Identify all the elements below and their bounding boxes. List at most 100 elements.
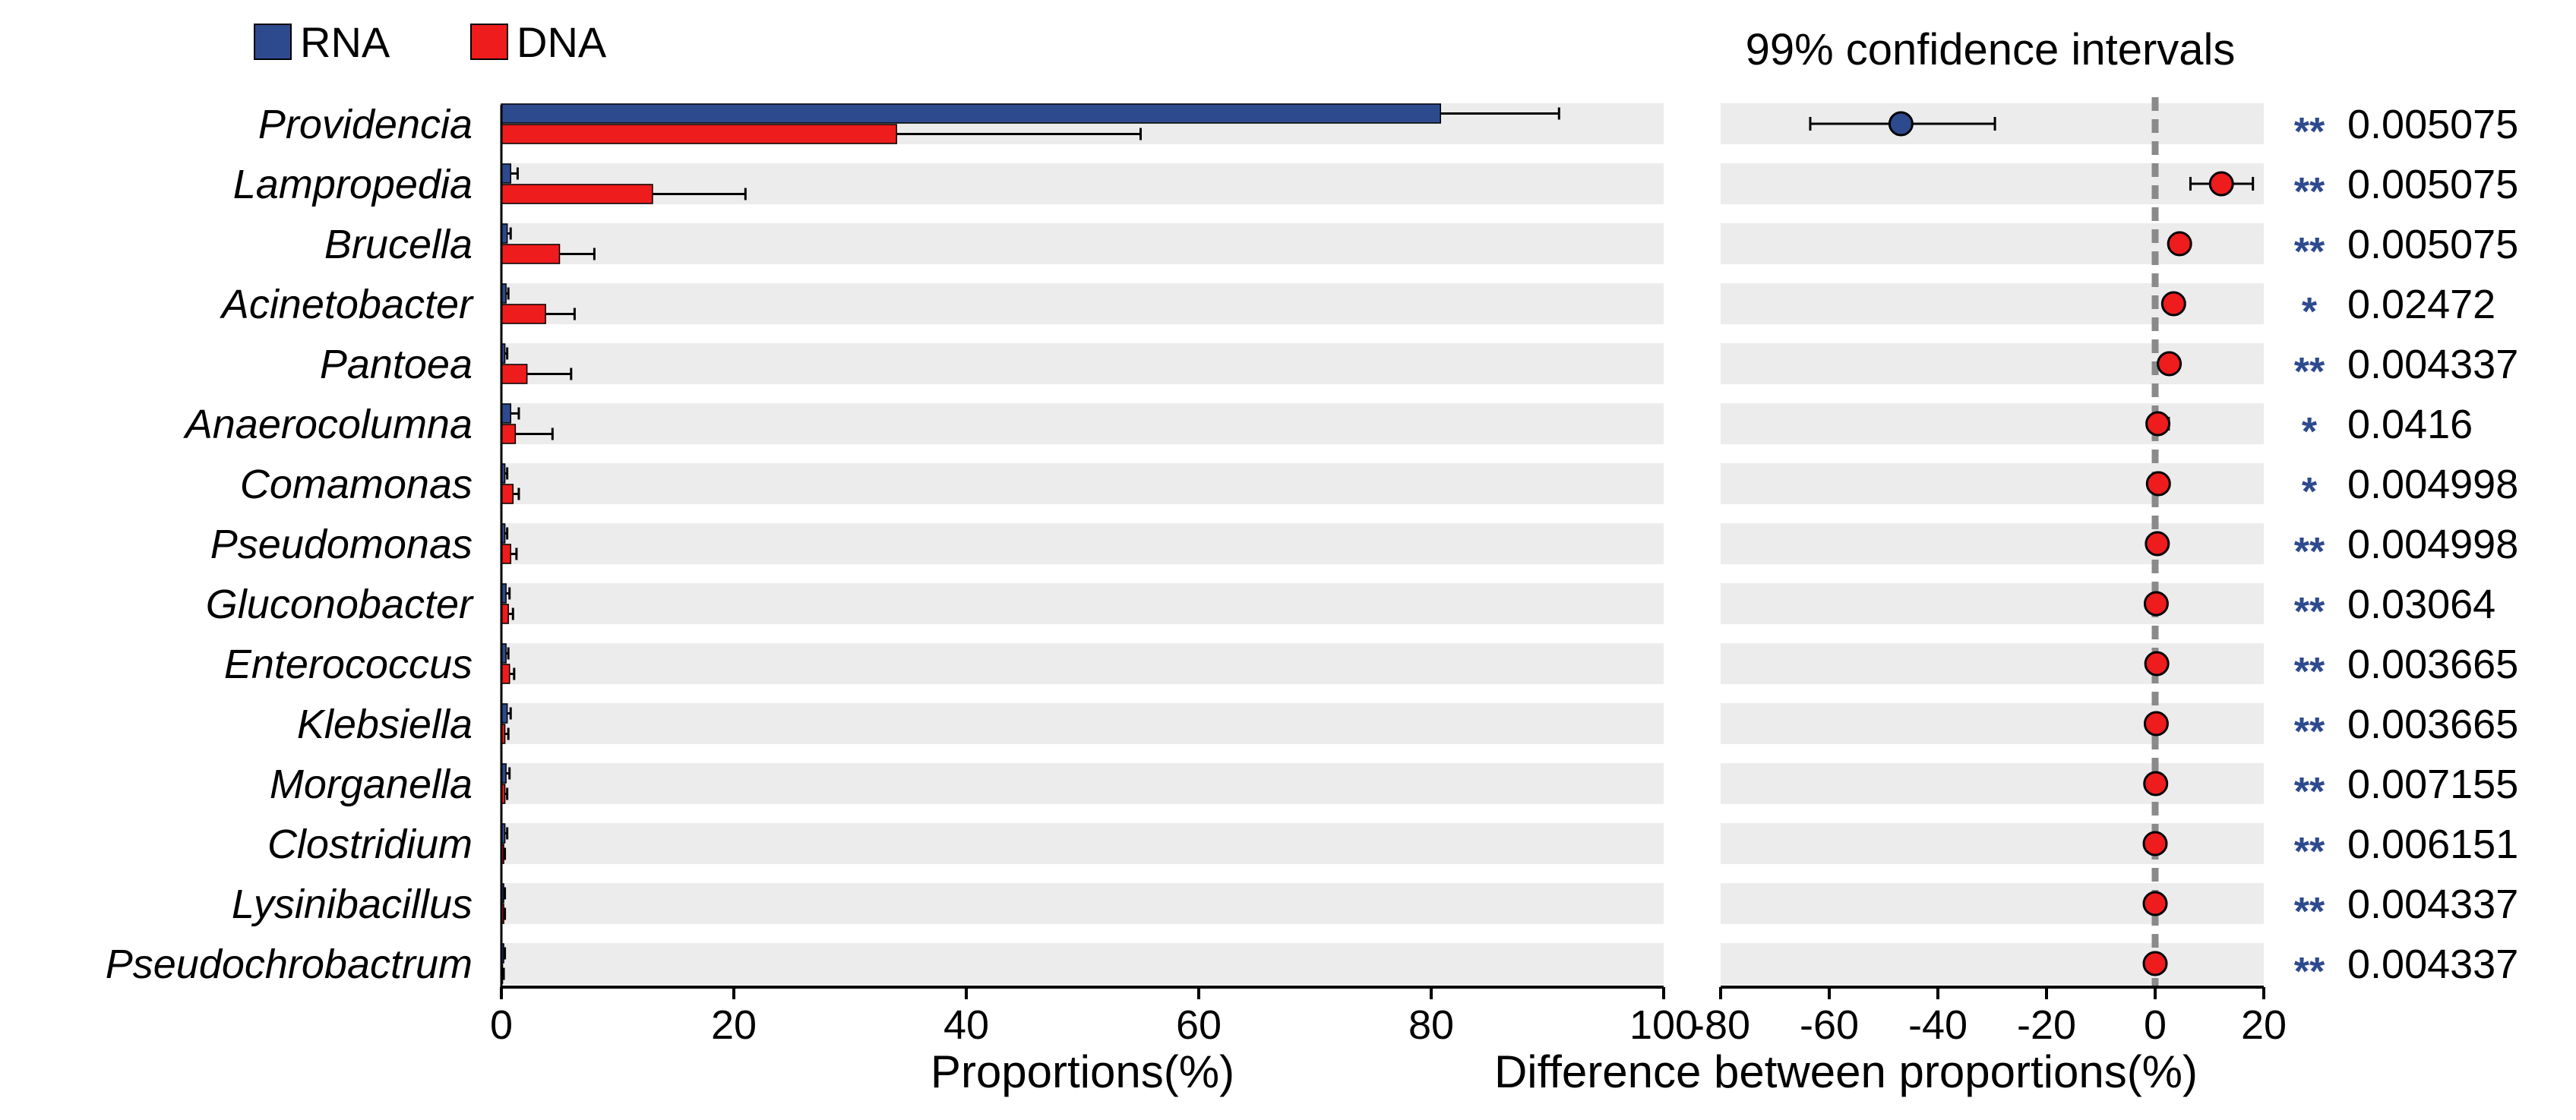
category-label: Pantoea: [320, 342, 473, 387]
difference-point: [2142, 891, 2168, 917]
proportion-error-bars: [502, 107, 1560, 980]
p-value: 0.02472: [2347, 282, 2495, 327]
bar-rna: [501, 163, 511, 184]
difference-point: [2160, 291, 2186, 317]
p-value: 0.004337: [2347, 882, 2518, 927]
legend-swatch-rna: [254, 24, 292, 60]
x-tick-label-left: 40: [943, 1002, 989, 1048]
p-value: 0.004337: [2347, 342, 2518, 387]
p-value: 0.005075: [2347, 102, 2518, 147]
row-band-left: [501, 463, 1664, 504]
difference-point: [2143, 591, 2169, 617]
row-band-right: [1721, 643, 2264, 684]
bar-dna: [501, 484, 514, 504]
row-band-left: [501, 823, 1664, 864]
row-band-right: [1721, 343, 2264, 384]
category-label: Pseudochrobactrum: [106, 942, 473, 987]
x-tick-label-right: -80: [1691, 1002, 1750, 1048]
row-band-left: [501, 703, 1664, 744]
category-label: Morganella: [270, 762, 473, 807]
category-label: Comamonas: [240, 462, 473, 507]
x-tick-label-left: 80: [1408, 1002, 1454, 1048]
row-band-left: [501, 163, 1664, 204]
significance-stars: *: [2302, 290, 2318, 334]
row-band-right: [1721, 703, 2264, 744]
difference-point: [2143, 711, 2169, 737]
bar-dna: [501, 244, 561, 264]
category-label: Clostridium: [267, 822, 473, 867]
legend-label-dna: DNA: [517, 18, 607, 66]
significance-stars: **: [2294, 230, 2325, 274]
row-band-left: [501, 223, 1664, 264]
category-label: Providencia: [258, 102, 473, 147]
significance-stars: **: [2294, 530, 2325, 574]
significance-stars: *: [2302, 470, 2318, 514]
row-band-left: [501, 943, 1664, 984]
axes: [500, 105, 2265, 999]
difference-point: [2167, 231, 2192, 257]
difference-point: [2145, 411, 2171, 437]
p-value: 0.004998: [2347, 522, 2518, 567]
row-band-right: [1721, 883, 2264, 924]
difference-point: [2142, 951, 2168, 976]
row-band-right: [1721, 403, 2264, 444]
chart-title: 99% confidence intervals: [1746, 25, 2236, 74]
row-band-left: [501, 403, 1664, 444]
row-band-left: [501, 883, 1664, 924]
x-tick-label-right: -40: [1908, 1002, 1968, 1048]
row-band-left: [501, 763, 1664, 804]
row-band-right: [1721, 763, 2264, 804]
category-label: Anaerocolumna: [183, 402, 473, 447]
category-label: Brucella: [324, 222, 473, 267]
bar-dna: [501, 124, 897, 144]
p-value: 0.003665: [2347, 642, 2518, 687]
category-label: Gluconobacter: [206, 582, 474, 627]
significance-stars: **: [2294, 590, 2325, 634]
row-band-left: [501, 283, 1664, 324]
row-band-right: [1721, 463, 2264, 504]
bar-rna: [501, 403, 511, 424]
significance-stars: *: [2302, 410, 2318, 454]
x-tick-label-left: 0: [490, 1002, 513, 1048]
proportion-bars: [501, 103, 1441, 984]
bar-dna: [501, 184, 653, 204]
bar-dna: [501, 544, 511, 564]
row-band-right: [1721, 943, 2264, 984]
p-value: 0.03064: [2347, 582, 2495, 627]
p-value: 0.004337: [2347, 942, 2518, 987]
category-label: Enterococcus: [224, 642, 473, 687]
x-axis-label-left: Proportions(%): [931, 1046, 1234, 1097]
category-label: Acinetobacter: [220, 282, 474, 327]
row-band-left: [501, 643, 1664, 684]
p-value: 0.006151: [2347, 822, 2518, 867]
row-band-right: [1721, 523, 2264, 564]
significance-stars: **: [2294, 650, 2325, 694]
difference-point: [1888, 111, 1914, 137]
difference-point: [2143, 771, 2169, 797]
x-axis-label-right: Difference between proportions(%): [1494, 1046, 2198, 1097]
category-label: Klebsiella: [297, 702, 473, 747]
x-tick-label-left: 60: [1176, 1002, 1222, 1048]
x-tick-label-right: 0: [2144, 1002, 2167, 1048]
significance-stars: **: [2294, 110, 2325, 154]
bar-rna: [501, 103, 1441, 124]
confidence-intervals: [1809, 111, 2255, 976]
row-bands: [501, 103, 2264, 984]
row-band-left: [501, 343, 1664, 384]
difference-point: [2142, 831, 2168, 857]
significance-stars: **: [2294, 710, 2325, 754]
category-label: Lysinibacillus: [232, 882, 473, 927]
difference-point: [2208, 171, 2234, 197]
x-tick-label-right: 20: [2241, 1002, 2287, 1048]
legend-swatch-dna: [470, 24, 508, 60]
significance-stars: **: [2294, 830, 2325, 874]
p-value: 0.003665: [2347, 702, 2518, 747]
bar-dna: [501, 304, 546, 324]
difference-point: [2157, 351, 2182, 377]
bar-dna: [501, 664, 510, 684]
difference-point: [2145, 471, 2171, 497]
significance-stars: **: [2294, 770, 2325, 814]
significance-stars: **: [2294, 890, 2325, 934]
significance-stars: **: [2294, 170, 2325, 214]
x-tick-label-right: -20: [2017, 1002, 2076, 1048]
